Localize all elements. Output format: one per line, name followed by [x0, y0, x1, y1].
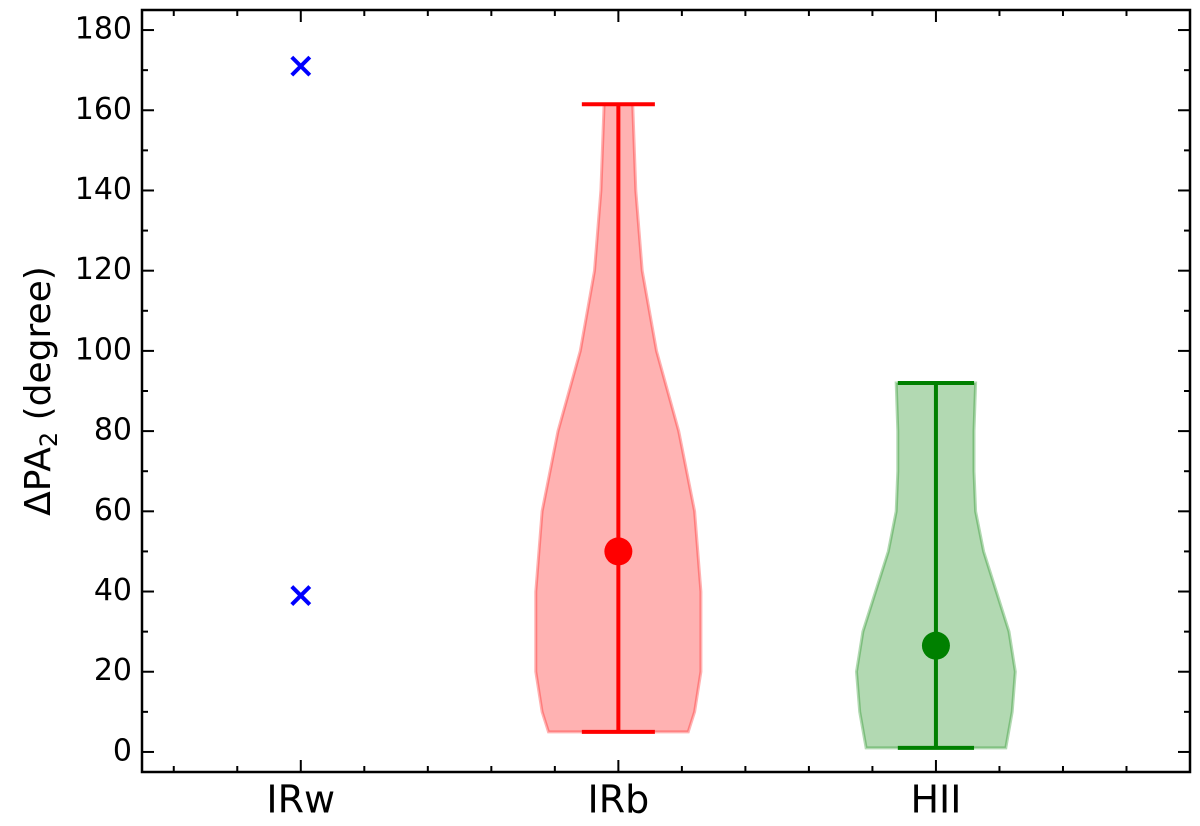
y-tick-label: 120 — [75, 252, 132, 287]
y-label-unit: (degree) — [18, 266, 59, 432]
y-tick-label: 100 — [75, 332, 132, 367]
y-tick-label: 180 — [75, 12, 132, 47]
y-axis-label: ΔPA2 (degree) — [18, 266, 63, 516]
x-tick-label: HII — [910, 778, 961, 822]
y-tick-label: 160 — [75, 92, 132, 127]
y-tick-label: 60 — [94, 493, 132, 528]
violin-median — [604, 537, 633, 566]
violin-median — [921, 631, 950, 660]
y-tick-label: 140 — [75, 172, 132, 207]
y-tick-label: 0 — [113, 733, 132, 768]
y-label-sub: 2 — [35, 432, 63, 447]
x-tick-label: IRw — [266, 778, 335, 822]
y-tick-label: 80 — [94, 413, 132, 448]
point — [290, 55, 312, 77]
x-tick-label: IRb — [587, 778, 649, 822]
y-tick-label: 20 — [94, 653, 132, 688]
y-tick-label: 40 — [94, 573, 132, 608]
y-label-main: ΔPA — [18, 447, 59, 516]
point — [290, 585, 312, 606]
